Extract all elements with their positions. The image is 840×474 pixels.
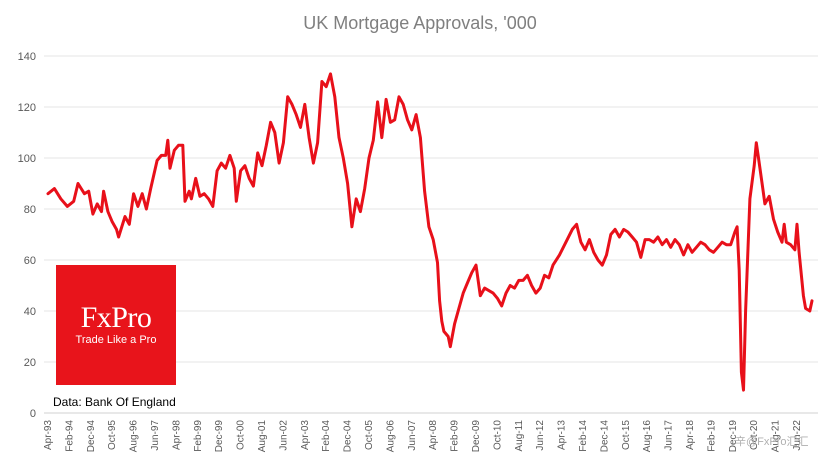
x-axis-ticks: Apr-93 Feb-94 Dec-94 Oct-95 Aug-96 Jun-97 Apr-…: [43, 420, 803, 453]
x-tick-label: Oct-05: [364, 420, 375, 450]
x-tick-label: Apr-98: [171, 420, 182, 450]
x-tick-label: Jun-22: [792, 420, 803, 451]
logo-tagline: Trade Like a Pro: [75, 334, 157, 346]
x-tick-label: Feb-09: [450, 420, 461, 452]
x-tick-label: Apr-93: [43, 420, 54, 450]
y-tick-label: 80: [24, 204, 36, 216]
x-tick-label: Aug-01: [257, 420, 268, 453]
fxpro-logo: FxPro Trade Like a Pro: [56, 265, 176, 385]
y-tick-label: 120: [18, 102, 36, 114]
gridlines: [44, 55, 818, 363]
y-tick-label: 20: [24, 357, 36, 369]
x-tick-label: Jun-12: [535, 420, 546, 451]
x-tick-label: Oct-10: [492, 420, 503, 450]
x-tick-label: Jun-07: [407, 420, 418, 451]
x-tick-label: Aug-06: [385, 420, 396, 453]
x-tick-label: Oct-15: [621, 420, 632, 450]
y-tick-label: 100: [18, 153, 36, 165]
y-axis-ticks: 0 20 40 60 80 100 120 140: [18, 51, 36, 420]
x-tick-label: Feb-99: [193, 420, 204, 452]
x-tick-label: Aug-11: [514, 420, 525, 452]
x-tick-label: Apr-18: [685, 420, 696, 450]
logo-name: FxPro: [80, 301, 152, 334]
y-tick-label: 60: [24, 255, 36, 267]
x-tick-label: Aug-96: [129, 420, 140, 453]
x-tick-label: Feb-19: [706, 420, 717, 452]
x-tick-label: Oct-95: [107, 420, 118, 450]
x-tick-label: Jun-02: [278, 420, 289, 451]
x-tick-label: Dec-94: [86, 420, 97, 453]
x-tick-label: Dec-04: [343, 420, 354, 453]
series-line: [46, 72, 814, 392]
x-tick-label: Feb-14: [578, 420, 589, 452]
x-tick-label: Aug-16: [642, 420, 653, 453]
chart-title: UK Mortgage Approvals, '000: [303, 13, 537, 33]
y-tick-label: 0: [30, 408, 36, 420]
x-tick-label: Apr-13: [557, 420, 568, 450]
x-tick-label: Oct-20: [749, 420, 760, 450]
x-tick-label: Dec-99: [214, 420, 225, 453]
x-tick-label: Dec-09: [471, 420, 482, 453]
x-tick-label: Jun-17: [664, 420, 675, 451]
y-tick-label: 40: [24, 306, 36, 318]
x-tick-label: Jun-97: [150, 420, 161, 451]
x-tick-label: Apr-08: [428, 420, 439, 450]
watermark: ⾟@FxPro汇汇: [735, 436, 809, 448]
data-source-label: Data: Bank Of England: [53, 395, 176, 409]
x-tick-label: Dec-14: [599, 420, 610, 453]
x-tick-label: Apr-03: [300, 420, 311, 450]
y-tick-label: 140: [18, 51, 36, 63]
x-tick-label: Feb-04: [321, 420, 332, 452]
x-tick-label: Feb-94: [64, 420, 75, 452]
x-tick-label: Aug-21: [771, 420, 782, 453]
x-tick-label: Dec-19: [728, 420, 739, 453]
x-tick-label: Oct-00: [236, 420, 247, 450]
